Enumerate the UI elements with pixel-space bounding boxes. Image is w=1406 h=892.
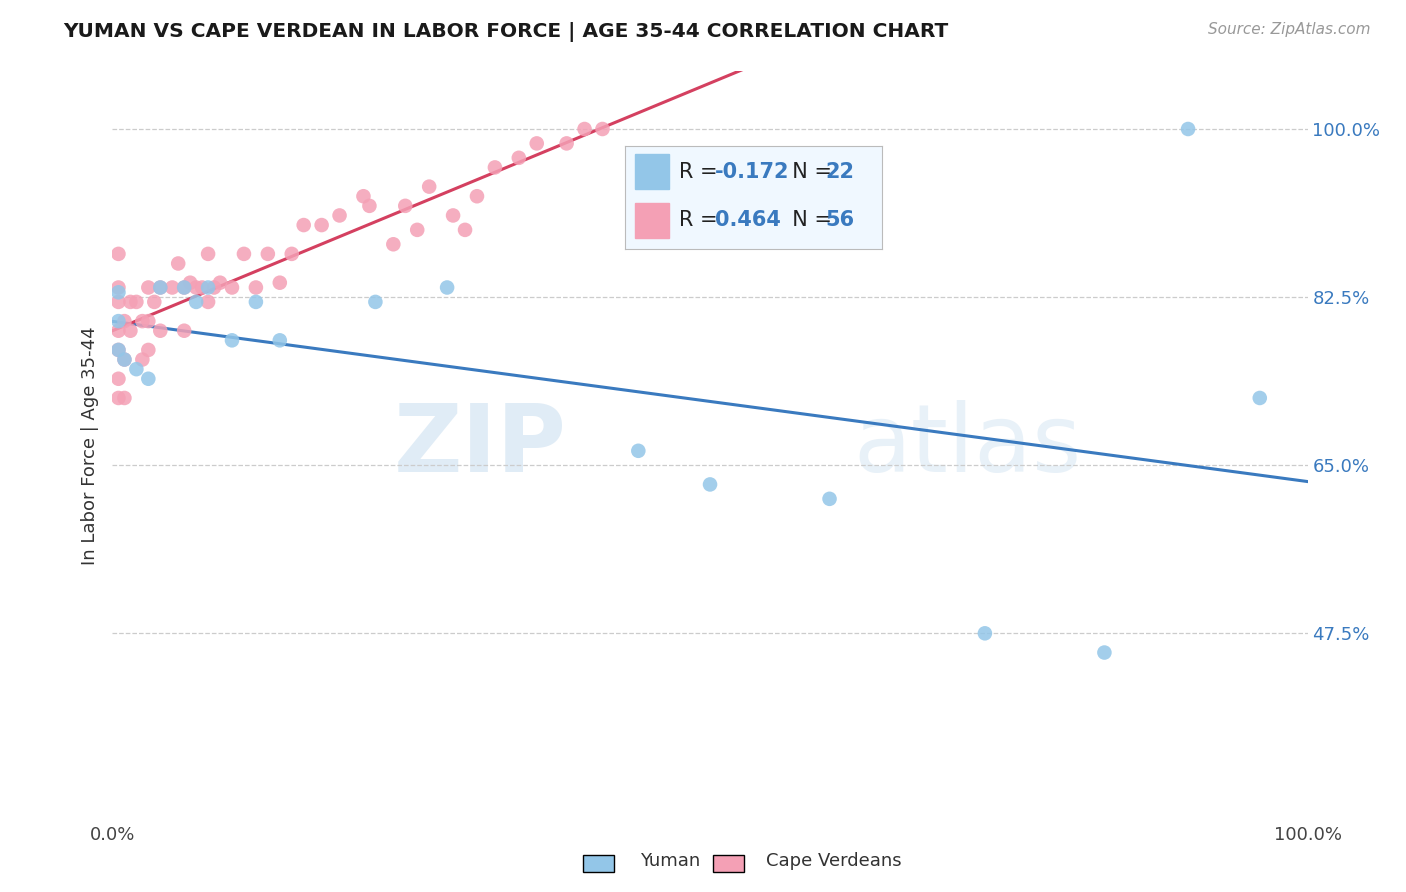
Point: [149, 280, 172, 294]
Point: [125, 294, 148, 309]
Point: [149, 280, 172, 294]
Point: [186, 294, 208, 309]
Point: [257, 247, 280, 261]
Text: Yuman: Yuman: [640, 852, 700, 870]
Point: [167, 256, 190, 270]
Point: [269, 334, 291, 348]
Point: [173, 324, 195, 338]
Point: [311, 218, 333, 232]
Point: [352, 189, 374, 203]
Point: [1094, 646, 1116, 660]
Point: [209, 276, 232, 290]
Point: [114, 352, 135, 367]
Point: [1177, 122, 1199, 136]
Point: [418, 179, 440, 194]
Point: [245, 280, 267, 294]
Point: [107, 343, 129, 357]
Point: [114, 352, 135, 367]
Text: YUMAN VS CAPE VERDEAN IN LABOR FORCE | AGE 35-44 CORRELATION CHART: YUMAN VS CAPE VERDEAN IN LABOR FORCE | A…: [63, 22, 949, 42]
Point: [173, 280, 195, 294]
Text: 0.464: 0.464: [714, 211, 780, 230]
Point: [364, 294, 387, 309]
Point: [138, 343, 160, 357]
Point: [202, 280, 225, 294]
Text: R =: R =: [679, 162, 724, 182]
Text: Source: ZipAtlas.com: Source: ZipAtlas.com: [1208, 22, 1371, 37]
Point: [179, 276, 201, 290]
Point: [114, 314, 135, 328]
Text: N =: N =: [779, 211, 838, 230]
Point: [125, 362, 148, 376]
Point: [436, 280, 458, 294]
Text: ZIP: ZIP: [394, 400, 567, 492]
Point: [441, 209, 464, 223]
Point: [138, 372, 160, 386]
Text: atlas: atlas: [853, 400, 1081, 492]
Point: [197, 247, 219, 261]
Bar: [636, 154, 668, 189]
Point: [574, 122, 596, 136]
Point: [138, 314, 160, 328]
Point: [1249, 391, 1271, 405]
Point: [382, 237, 405, 252]
Point: [269, 276, 291, 290]
Point: [107, 294, 129, 309]
Point: [281, 247, 304, 261]
Point: [120, 324, 142, 338]
Point: [186, 280, 208, 294]
Point: [555, 136, 578, 151]
Point: [974, 626, 997, 640]
Point: [197, 294, 219, 309]
Point: [120, 294, 142, 309]
Point: [454, 223, 477, 237]
Point: [329, 209, 352, 223]
Point: [143, 294, 166, 309]
Bar: [636, 203, 668, 238]
Point: [138, 280, 160, 294]
Point: [162, 280, 183, 294]
Point: [107, 324, 129, 338]
Point: [465, 189, 488, 203]
Point: [173, 280, 195, 294]
Point: [221, 334, 243, 348]
Point: [592, 122, 614, 136]
Point: [484, 161, 506, 175]
Point: [394, 199, 416, 213]
Point: [131, 352, 153, 367]
Point: [191, 280, 214, 294]
Point: [406, 223, 429, 237]
Point: [292, 218, 315, 232]
Point: [245, 294, 267, 309]
Text: 22: 22: [825, 162, 855, 182]
Point: [107, 247, 129, 261]
Point: [107, 314, 129, 328]
Point: [107, 372, 129, 386]
Point: [107, 280, 129, 294]
Text: 56: 56: [825, 211, 855, 230]
Point: [149, 324, 172, 338]
Point: [526, 136, 548, 151]
Text: Cape Verdeans: Cape Verdeans: [766, 852, 901, 870]
Point: [107, 343, 129, 357]
Point: [107, 285, 129, 300]
Text: R =: R =: [679, 211, 724, 230]
Point: [197, 280, 219, 294]
Point: [107, 391, 129, 405]
Point: [508, 151, 530, 165]
Text: N =: N =: [779, 162, 838, 182]
Point: [818, 491, 841, 506]
Point: [699, 477, 721, 491]
Point: [233, 247, 256, 261]
Y-axis label: In Labor Force | Age 35-44: In Labor Force | Age 35-44: [80, 326, 98, 566]
Point: [359, 199, 381, 213]
Point: [627, 443, 650, 458]
Point: [221, 280, 243, 294]
Point: [131, 314, 153, 328]
Text: -0.172: -0.172: [714, 162, 789, 182]
Point: [114, 391, 135, 405]
